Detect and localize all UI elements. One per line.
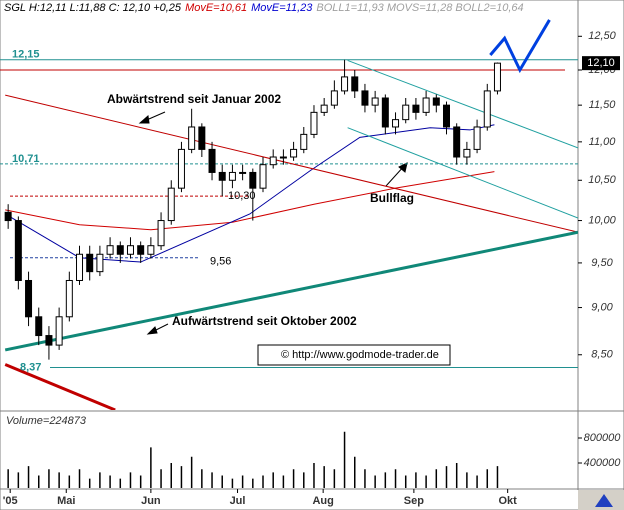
candle-body [361, 90, 369, 106]
annotation: © http://www.godmode-trader.de [281, 349, 439, 361]
x-tick-label: Aug [312, 495, 333, 507]
candle-body [106, 245, 114, 255]
level-label: 10,30 [228, 190, 256, 202]
candle-body [76, 253, 84, 281]
candle-body [371, 97, 379, 106]
candle-body [188, 126, 196, 150]
candle-body [198, 126, 206, 150]
y-tick-label: 10,00 [588, 214, 616, 226]
candle-body [463, 148, 471, 158]
trend-line [347, 59, 578, 149]
candle-body [381, 97, 389, 128]
candle-body [320, 104, 328, 113]
logo-icon [595, 494, 613, 507]
candle-body [137, 245, 145, 255]
trend-line [489, 19, 551, 74]
candle-body [351, 76, 359, 92]
y-tick-label: 10,50 [588, 174, 616, 186]
candle-body [177, 148, 185, 189]
last-price-label: 12,10 [587, 57, 615, 69]
candle-body [341, 76, 349, 92]
candle-body [157, 220, 165, 247]
y-tick-label: 9,00 [591, 301, 613, 313]
candle-body [96, 253, 104, 273]
candle-body [422, 97, 430, 113]
candle-body [218, 171, 226, 181]
candle-body [208, 148, 216, 173]
candle-body [290, 148, 298, 158]
candle-body [279, 156, 287, 159]
level-label: 8,37 [20, 361, 41, 373]
last-price-box [582, 56, 620, 71]
level-label: 12,15 [12, 49, 40, 61]
trend-line [4, 230, 578, 352]
candle-body [239, 171, 247, 174]
candle-body [432, 97, 440, 106]
arrow-head [138, 115, 150, 124]
volume-tick-label: 800000 [584, 432, 622, 444]
plot [0, 19, 578, 410]
x-tick-label: Okt [498, 495, 517, 507]
candle-body [392, 119, 400, 128]
candle-body [269, 156, 277, 166]
candle-body [45, 335, 53, 346]
x-tick-label: Mai [57, 495, 75, 507]
arrow-head [146, 326, 158, 335]
y-tick-label: 8,50 [591, 349, 613, 361]
level-label: 9,56 [210, 256, 231, 268]
annotation: Bullflag [370, 191, 414, 205]
level-label: 10,71 [12, 153, 40, 165]
x-tick-label: '05 [3, 495, 18, 507]
candle-body [330, 90, 338, 106]
y-tick-label: 11,00 [589, 136, 617, 148]
y-tick-label: 12,50 [588, 30, 616, 42]
candle-body [493, 62, 501, 92]
candle-body [116, 245, 124, 255]
candle-body [473, 126, 481, 150]
candle-body [25, 279, 33, 318]
header-item: MovE=10,61 [185, 2, 247, 14]
candle-body [483, 90, 491, 128]
candle-body [147, 245, 155, 255]
candle-body [14, 220, 22, 281]
candle-body [310, 111, 318, 135]
candle-body [55, 316, 63, 346]
candle-body [442, 104, 450, 128]
header-item: BOLL1=11,93 MOVS=11,28 BOLL2=10,64 [316, 2, 523, 14]
trend-line [4, 363, 116, 410]
candle-body [167, 187, 175, 222]
arrow-head [398, 162, 408, 173]
annotation: Abwärtstrend seit Januar 2002 [107, 92, 281, 106]
arrows [138, 111, 408, 335]
annotation: Aufwärtstrend seit Oktober 2002 [172, 314, 357, 328]
volume-tick-label: 400000 [584, 457, 622, 469]
candle-body [300, 133, 308, 150]
candle-body [412, 104, 420, 113]
candle-body [249, 171, 257, 189]
header-item: SGL H:12,11 L:11,88 C: 12,10 +0,25 [4, 2, 182, 14]
y-tick-label: 11,50 [589, 99, 617, 111]
y-tick-label: 9,50 [591, 257, 613, 269]
candle-body [4, 211, 12, 222]
candle-body [86, 253, 94, 273]
candle-body [453, 126, 461, 158]
x-tick-label: Jul [230, 495, 246, 507]
candle-body [65, 279, 73, 318]
candle-body [35, 316, 43, 337]
credit-box [257, 344, 451, 366]
candle-body [228, 171, 236, 181]
header-item: MovE=11,23 [251, 2, 313, 14]
trend-line [5, 94, 578, 233]
trend-line [347, 127, 578, 219]
candle-body [259, 164, 267, 189]
volume-label: Volume=224873 [6, 415, 87, 427]
header: SGL H:12,11 L:11,88 C: 12,10 +0,25 MovE=1… [4, 2, 524, 14]
x-tick-label: Jun [141, 495, 161, 507]
candle-body [126, 245, 134, 255]
x-tick-label: Sep [404, 495, 424, 507]
candle-body [402, 104, 410, 121]
